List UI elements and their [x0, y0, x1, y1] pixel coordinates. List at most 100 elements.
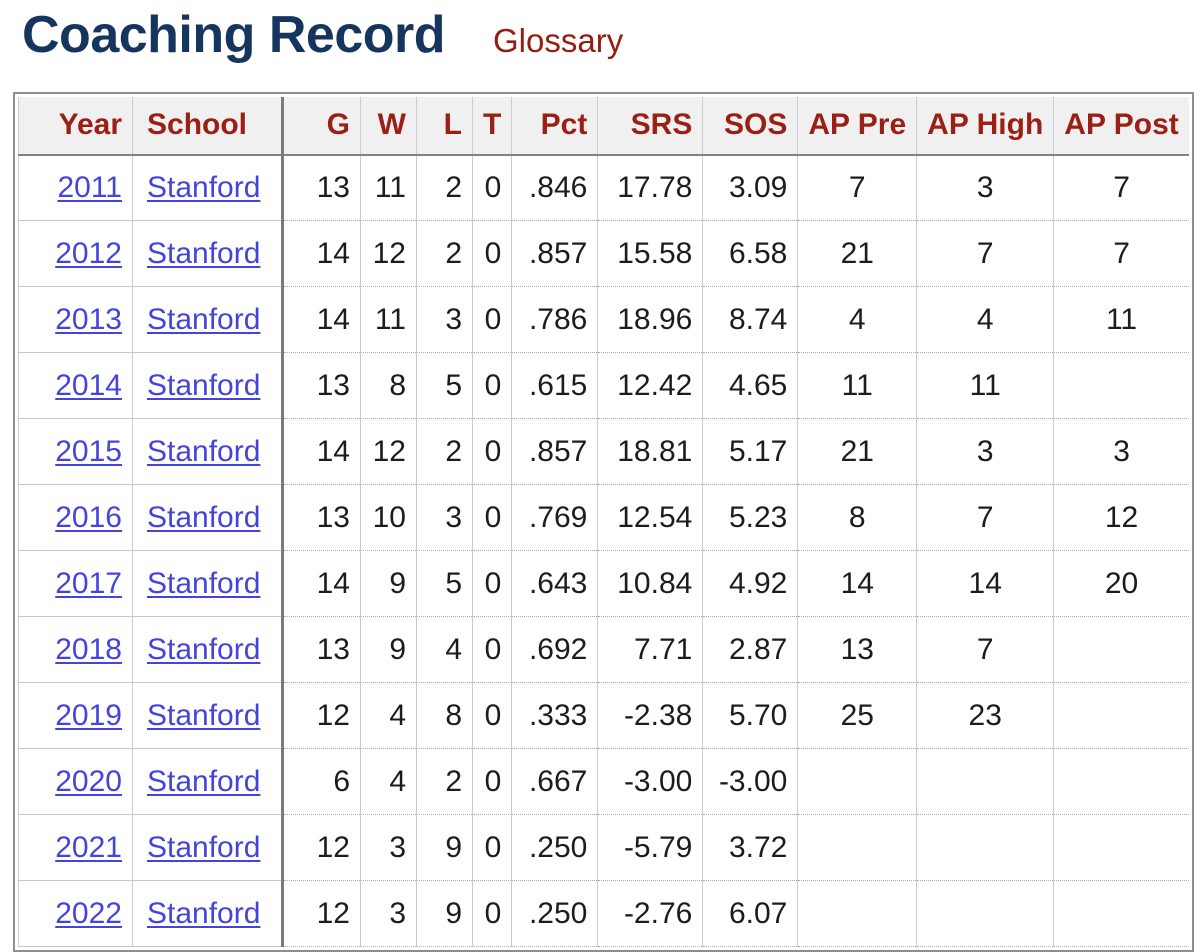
cell-ap_post: [1053, 616, 1189, 684]
cell-g: 12: [282, 814, 361, 882]
table-row: 2021 Stanford 12 3 9 0.250 -5.79 3.72: [18, 814, 1189, 882]
school-link[interactable]: Stanford: [147, 698, 261, 732]
cell-w: 10: [360, 484, 417, 552]
cell-sos: 3.72: [702, 814, 799, 882]
cell-t: 0: [472, 154, 513, 222]
cell-school: Stanford: [132, 286, 284, 354]
cell-sos: 3.09: [702, 154, 799, 222]
school-link[interactable]: Stanford: [147, 566, 261, 600]
cell-w: 11: [360, 286, 417, 354]
cell-ap_high: 14: [916, 550, 1055, 618]
cell-w: 4: [360, 748, 417, 816]
column-header-t[interactable]: T: [472, 96, 513, 156]
cell-pct: .643: [511, 550, 599, 618]
cell-w: 3: [360, 880, 417, 948]
cell-pct: .857: [511, 418, 599, 486]
cell-t: 0: [472, 550, 513, 618]
school-link[interactable]: Stanford: [147, 302, 261, 336]
cell-srs: 17.78: [597, 154, 704, 222]
year-link[interactable]: 2018: [55, 632, 122, 666]
column-header-year[interactable]: Year: [18, 96, 133, 156]
year-link[interactable]: 2016: [55, 500, 122, 534]
cell-pct: .769: [511, 484, 599, 552]
column-header-ap_high[interactable]: AP High: [916, 96, 1055, 156]
column-header-g[interactable]: G: [282, 96, 361, 156]
cell-g: 13: [282, 616, 361, 684]
year-link[interactable]: 2020: [55, 764, 122, 798]
cell-t: 0: [472, 682, 513, 750]
cell-sos: 4.92: [702, 550, 799, 618]
cell-school: Stanford: [132, 484, 284, 552]
cell-l: 8: [416, 682, 473, 750]
cell-g: 14: [282, 286, 361, 354]
cell-t: 0: [472, 814, 513, 882]
school-link[interactable]: Stanford: [147, 764, 261, 798]
glossary-link[interactable]: Glossary: [493, 22, 624, 59]
cell-ap_high: 7: [916, 220, 1055, 288]
cell-g: 14: [282, 550, 361, 618]
school-link[interactable]: Stanford: [147, 434, 261, 468]
column-header-w[interactable]: W: [360, 96, 417, 156]
cell-t: 0: [472, 220, 513, 288]
year-link[interactable]: 2012: [55, 236, 122, 270]
column-header-sos[interactable]: SOS: [702, 96, 799, 156]
column-header-srs[interactable]: SRS: [597, 96, 704, 156]
cell-pct: .786: [511, 286, 599, 354]
table-row: 2014 Stanford 13 8 5 0.615 12.42 4.65 11 11: [18, 352, 1189, 420]
cell-ap_pre: 4: [797, 286, 918, 354]
year-link[interactable]: 2013: [55, 302, 122, 336]
column-header-ap_post[interactable]: AP Post: [1053, 96, 1189, 156]
year-link[interactable]: 2019: [55, 698, 122, 732]
year-link[interactable]: 2015: [55, 434, 122, 468]
cell-school: Stanford: [132, 220, 284, 288]
cell-t: 0: [472, 748, 513, 816]
cell-ap_high: 4: [916, 286, 1055, 354]
year-link[interactable]: 2017: [55, 566, 122, 600]
column-header-l[interactable]: L: [416, 96, 473, 156]
cell-ap_post: [1053, 880, 1189, 948]
page-header: Coaching Record Glossary: [0, 0, 1200, 66]
cell-year: 2012: [18, 220, 133, 288]
cell-t: 0: [472, 616, 513, 684]
cell-sos: 5.17: [702, 418, 799, 486]
cell-l: 3: [416, 484, 473, 552]
cell-pct: .857: [511, 220, 599, 288]
cell-year: 2020: [18, 748, 133, 816]
cell-l: 2: [416, 418, 473, 486]
school-link[interactable]: Stanford: [147, 830, 261, 864]
cell-school: Stanford: [132, 550, 284, 618]
year-link[interactable]: 2011: [57, 171, 122, 205]
cell-pct: .333: [511, 682, 599, 750]
year-link[interactable]: 2021: [55, 830, 122, 864]
cell-w: 8: [360, 352, 417, 420]
cell-ap_high: [916, 880, 1055, 948]
cell-year: 2017: [18, 550, 133, 618]
cell-w: 4: [360, 682, 417, 750]
cell-t: 0: [472, 352, 513, 420]
table-row: 2015 Stanford 14 12 2 0.857 18.81 5.17 21 3 3: [18, 418, 1189, 486]
cell-srs: -3.00: [597, 748, 704, 816]
table-row: 2020 Stanford 6 4 2 0.667 -3.00 -3.00: [18, 748, 1189, 816]
cell-school: Stanford: [132, 748, 284, 816]
school-link[interactable]: Stanford: [147, 632, 261, 666]
column-header-pct[interactable]: Pct: [511, 96, 599, 156]
cell-l: 5: [416, 550, 473, 618]
coaching-record-table: Year School G W L T Pct SRS SOS AP Pre AP High AP P…: [18, 96, 1189, 948]
school-link[interactable]: Stanford: [147, 368, 261, 402]
cell-srs: 12.42: [597, 352, 704, 420]
cell-l: 2: [416, 748, 473, 816]
cell-school: Stanford: [132, 154, 284, 222]
column-header-school[interactable]: School: [132, 96, 284, 156]
school-link[interactable]: Stanford: [147, 171, 261, 205]
cell-ap_high: 11: [916, 352, 1055, 420]
school-link[interactable]: Stanford: [147, 500, 261, 534]
school-link[interactable]: Stanford: [147, 236, 261, 270]
cell-ap_pre: 14: [797, 550, 918, 618]
table-row: 2017 Stanford 14 9 5 0.643 10.84 4.92 14 14 20: [18, 550, 1189, 618]
column-header-ap_pre[interactable]: AP Pre: [797, 96, 918, 156]
cell-t: 0: [472, 880, 513, 948]
year-link[interactable]: 2022: [55, 896, 122, 930]
year-link[interactable]: 2014: [55, 368, 122, 402]
school-link[interactable]: Stanford: [147, 896, 261, 930]
cell-srs: 18.96: [597, 286, 704, 354]
